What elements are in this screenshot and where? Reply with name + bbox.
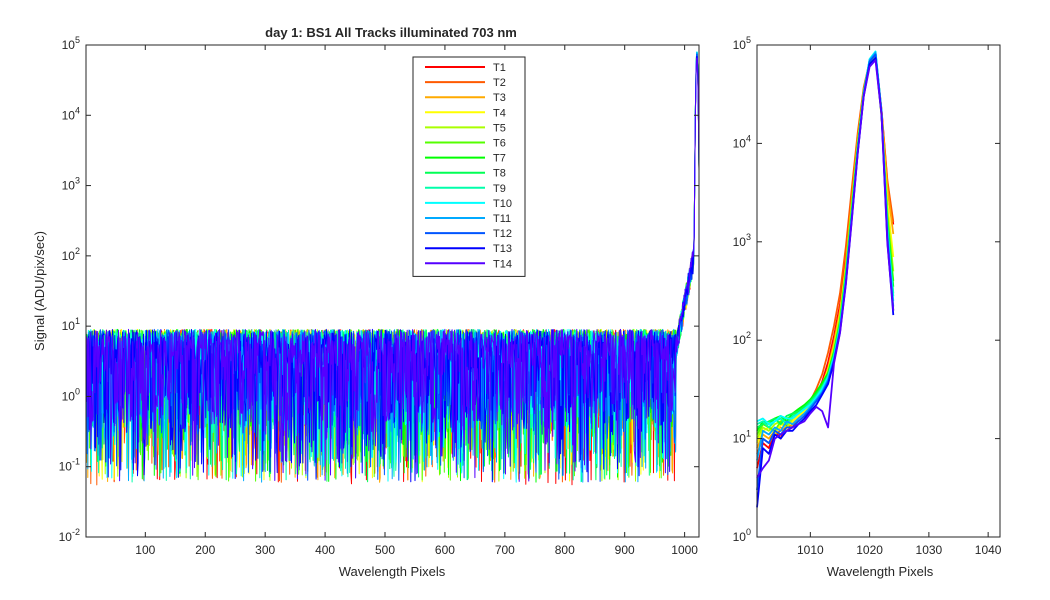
left-y-tick-label: 101 [62, 316, 80, 333]
legend-label: T1 [493, 62, 506, 74]
left-x-tick-label: 400 [315, 543, 335, 557]
chart-title: day 1: BS1 All Tracks illuminated 703 nm [265, 25, 517, 40]
right-y-tick-label: 101 [733, 429, 751, 446]
right-series-line-T14 [756, 59, 895, 479]
legend-label: T11 [493, 213, 511, 225]
right-plot: 1010 1020 1030 1040 100 101 102 103 104 105 Wave… [733, 35, 1002, 579]
right-y-tick-label: 105 [733, 35, 751, 52]
left-x-tick-label: 700 [495, 543, 515, 557]
left-series-line-T14 [85, 57, 700, 482]
left-x-tick-label: 1000 [671, 543, 698, 557]
left-y-tick-label: 105 [62, 35, 80, 52]
legend-label: T10 [493, 198, 512, 210]
left-series-lines [85, 51, 700, 486]
left-x-tick-label: 800 [555, 543, 575, 557]
right-x-tick-label: 1030 [916, 543, 943, 557]
legend-label: T7 [493, 153, 506, 165]
right-y-tick-label: 102 [733, 330, 751, 347]
legend-label: T2 [493, 77, 506, 89]
left-y-tick-label: 102 [62, 246, 80, 263]
legend-label: T8 [493, 168, 506, 180]
left-y-tick-label: 104 [62, 105, 80, 122]
left-x-tick-label: 300 [255, 543, 275, 557]
left-y-ticks: 10-2 10-1 100 101 102 103 104 105 [59, 35, 699, 544]
left-y-tick-label: 100 [62, 386, 80, 403]
right-x-tick-label: 1010 [797, 543, 824, 557]
right-y-ticks: 100 101 102 103 104 105 [733, 35, 1000, 544]
legend: T1 T2 T3 T4 T5 T6 T7 T8 T9 T10 T11 T12 T13 T14 [412, 56, 526, 277]
left-plot: 100 200 300 400 500 600 700 800 900 1000 10-2 10-1… [32, 35, 700, 579]
legend-label: T12 [493, 228, 512, 240]
legend-box [412, 56, 526, 277]
right-x-tick-label: 1020 [856, 543, 883, 557]
legend-label: T3 [493, 92, 506, 104]
legend-label: T4 [493, 107, 506, 119]
left-x-axis-label: Wavelength Pixels [339, 564, 446, 579]
left-plot-frame [85, 44, 700, 538]
left-y-tick-label: 10-2 [59, 527, 80, 544]
right-plot-area [757, 45, 1000, 537]
right-x-axis-label: Wavelength Pixels [827, 564, 934, 579]
right-series-line-T12 [756, 53, 895, 491]
right-y-tick-label: 100 [733, 527, 751, 544]
right-y-tick-label: 103 [733, 232, 751, 249]
legend-label: T14 [493, 258, 512, 270]
left-y-tick-label: 103 [62, 176, 80, 193]
right-x-ticks: 1010 1020 1030 1040 [797, 45, 1002, 557]
legend-label: T5 [493, 122, 506, 134]
right-plot-frame [756, 44, 1001, 538]
left-x-tick-label: 100 [135, 543, 155, 557]
left-x-tick-label: 900 [615, 543, 635, 557]
legend-label: T6 [493, 138, 506, 150]
left-x-ticks: 100 200 300 400 500 600 700 800 900 1000 [135, 45, 698, 557]
left-x-tick-label: 200 [195, 543, 215, 557]
right-series-line-T13 [756, 57, 895, 508]
legend-label: T9 [493, 183, 506, 195]
left-y-tick-label: 10-1 [59, 457, 80, 474]
right-x-tick-label: 1040 [975, 543, 1002, 557]
right-y-tick-label: 104 [733, 133, 751, 150]
left-x-tick-label: 500 [375, 543, 395, 557]
left-x-tick-label: 600 [435, 543, 455, 557]
left-y-axis-label: Signal (ADU/pix/sec) [32, 231, 47, 351]
legend-label: T13 [493, 243, 512, 255]
right-series-lines [756, 50, 895, 508]
